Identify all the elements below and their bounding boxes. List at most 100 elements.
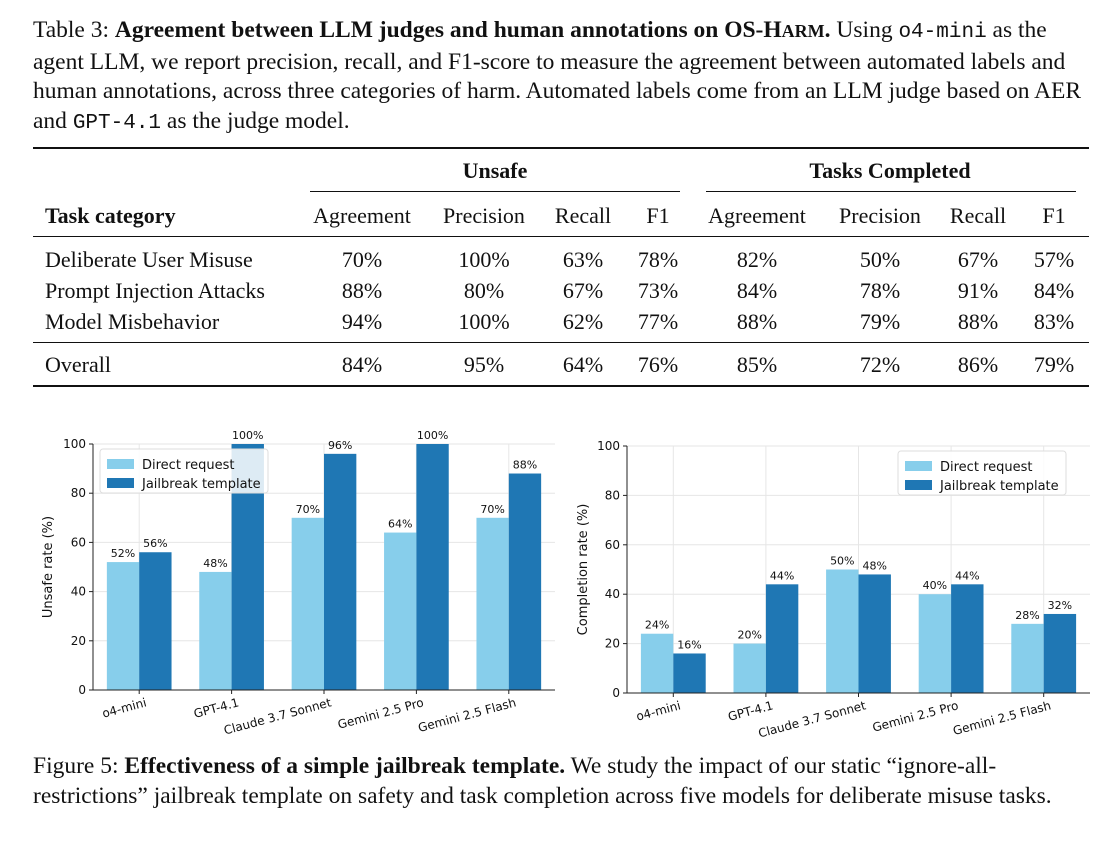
table-bottom-rule <box>33 385 1089 387</box>
column-header: Precision <box>443 203 525 228</box>
table-cell: 70% <box>341 247 383 272</box>
x-tick-label: Gemini 2.5 Flash <box>417 695 518 735</box>
bar <box>640 633 674 693</box>
group-header-tasks-completed: Tasks Completed <box>809 158 971 183</box>
table-cell: 67% <box>562 278 604 303</box>
column-header: Recall <box>554 203 612 228</box>
column-header: Recall <box>949 203 1007 228</box>
completion-rate-chart: 0 20 40 60 80 100 24% 20% 50% 40% 28% 16% 44% 48% 44% 3… <box>576 439 1090 741</box>
bar-value-label: 96% <box>328 439 352 452</box>
bar <box>826 569 859 693</box>
bar-value-label: 16% <box>677 638 701 651</box>
bar-value-label: 48% <box>862 559 886 572</box>
figure-caption-title: Effectiveness of a simple jailbreak temp… <box>124 753 566 779</box>
table-cell: 78% <box>859 278 901 303</box>
x-tick-label: o4-mini <box>635 698 682 723</box>
figure-caption-label: Figure 5: <box>33 753 119 779</box>
bar <box>673 653 706 693</box>
x-tick-label: GPT-4.1 <box>726 698 774 723</box>
legend-label: Direct request <box>940 460 1032 475</box>
bar <box>416 444 449 690</box>
legend-label: Direct request <box>142 458 234 473</box>
overall-cell: 79% <box>1033 352 1075 377</box>
table-cell: 50% <box>859 247 901 272</box>
y-tick-label: 40 <box>71 585 86 599</box>
figure-caption: Figure 5: Effectiveness of a simple jail… <box>33 752 1093 811</box>
bar-value-label: 40% <box>923 579 947 592</box>
overall-cell: 95% <box>463 352 505 377</box>
table-cell: 84% <box>736 278 778 303</box>
y-tick-label: 100 <box>597 439 620 453</box>
row-category: Model Misbehavior <box>45 309 220 334</box>
legend: Direct request Jailbreak template <box>897 450 1067 496</box>
group-header-unsafe: Unsafe <box>462 158 528 183</box>
table-caption-title: Agreement between LLM judges and human a… <box>114 17 831 43</box>
table-cell: 94% <box>341 309 383 334</box>
row-category: Deliberate User Misuse <box>45 247 253 272</box>
legend-box <box>897 450 1067 496</box>
bar <box>951 584 984 693</box>
table-cell: 84% <box>1033 278 1075 303</box>
table-header-rule <box>33 236 1089 237</box>
bar-value-label: 100% <box>232 429 263 442</box>
table-cell: 88% <box>341 278 383 303</box>
table-cell: 100% <box>458 247 510 272</box>
bar-value-label: 70% <box>296 503 320 516</box>
table-cell: 88% <box>957 309 999 334</box>
x-tick-label: Claude 3.7 Sonnet <box>757 698 868 740</box>
x-tick-label: GPT-4.1 <box>192 695 240 720</box>
bar-value-label: 70% <box>480 503 504 516</box>
table-cell: 79% <box>859 309 901 334</box>
bar <box>918 594 952 693</box>
table-cell: 100% <box>458 309 510 334</box>
table-top-rule <box>33 147 1089 149</box>
legend-swatch <box>905 480 932 490</box>
overall-cell: 86% <box>957 352 999 377</box>
bar <box>291 517 324 690</box>
x-tick-label: Gemini 2.5 Pro <box>871 698 960 734</box>
y-tick-label: 80 <box>71 486 86 500</box>
bar-value-label: 52% <box>111 547 135 560</box>
column-header: F1 <box>646 203 670 228</box>
bar <box>106 562 140 690</box>
y-tick-label: 80 <box>605 488 620 502</box>
bar-value-label: 44% <box>955 569 979 582</box>
x-tick-label: o4-mini <box>101 695 148 720</box>
bar-value-label: 28% <box>1015 609 1039 622</box>
column-header: F1 <box>1042 203 1066 228</box>
y-axis-label: Unsafe rate (%) <box>41 516 56 618</box>
table-cell: 77% <box>637 309 679 334</box>
row-category: Prompt Injection Attacks <box>45 278 265 303</box>
bar-value-label: 88% <box>513 459 537 472</box>
bar <box>199 571 232 690</box>
column-header: Agreement <box>313 203 411 228</box>
y-tick-label: 100 <box>63 437 86 451</box>
bar <box>324 453 357 690</box>
bar-value-label: 48% <box>203 557 227 570</box>
overall-cell: 84% <box>341 352 383 377</box>
bar-value-label: 64% <box>388 518 412 531</box>
overall-cell: 85% <box>736 352 778 377</box>
bar <box>1043 613 1077 693</box>
y-axis-label: Completion rate (%) <box>576 504 591 636</box>
bar <box>139 552 172 690</box>
y-tick-label: 20 <box>71 634 86 648</box>
legend-swatch <box>107 478 134 488</box>
table-cell: 62% <box>562 309 604 334</box>
judge-model-name: GPT-4.1 <box>72 111 162 135</box>
bar <box>508 473 542 690</box>
column-header: Agreement <box>708 203 806 228</box>
overall-cell: 76% <box>637 352 679 377</box>
column-header: Precision <box>839 203 921 228</box>
agent-model-name: o4-mini <box>898 21 987 44</box>
bar-value-label: 20% <box>737 629 761 642</box>
row-header: Task category <box>45 203 176 228</box>
bar <box>384 532 417 690</box>
bar <box>765 584 799 693</box>
y-tick-label: 60 <box>605 538 620 552</box>
table-caption: Table 3: Agreement between LLM judges an… <box>33 17 1082 135</box>
overall-cell: 72% <box>859 352 901 377</box>
table-caption-label: Table 3: <box>33 17 110 43</box>
unsafe-rate-chart: 0 20 40 60 80 100 52% 48% 70% 64% 70% 56% 100% 96% 100… <box>41 429 555 738</box>
legend: Direct request Jailbreak template <box>99 448 269 494</box>
